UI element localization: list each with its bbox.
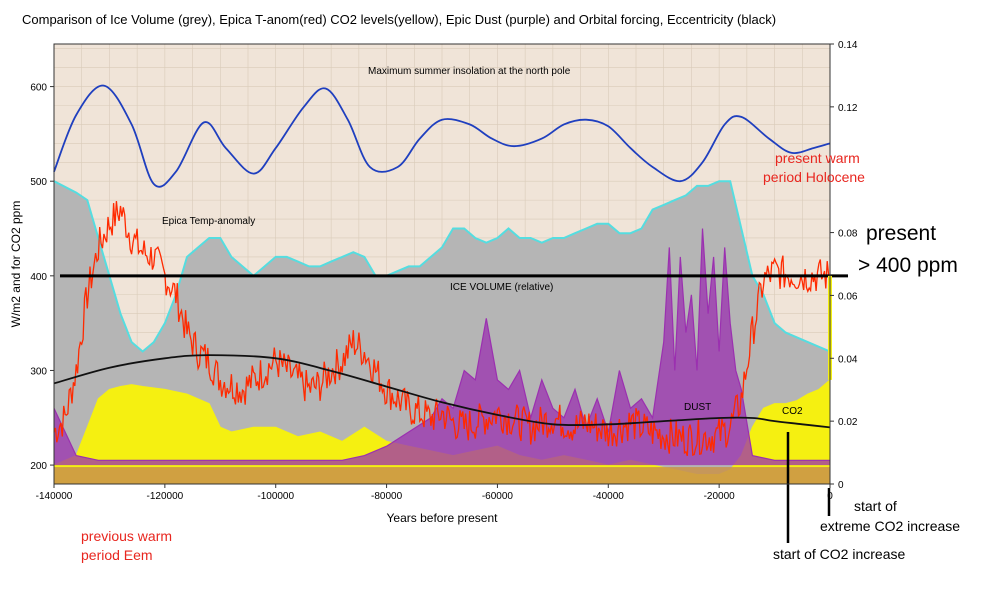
label-start-extreme-line2: extreme CO2 increase — [820, 518, 960, 534]
y2-tick-label: 0.04 — [838, 354, 858, 365]
annotation-co2: CO2 — [782, 406, 803, 417]
y2-tick-label: 0.12 — [838, 103, 858, 114]
label-present-warm-line1: present warm — [775, 150, 860, 166]
y-tick-label: 300 — [30, 366, 47, 377]
epica-temp-line — [53, 201, 831, 457]
y2-tick-label: 0.06 — [838, 291, 858, 302]
label-previous-warm-line2: period Eem — [81, 547, 153, 563]
label-present-warm-line2: period Holocene — [763, 169, 865, 185]
label-previous-warm-line1: previous warm — [81, 528, 172, 544]
x-tick-label: -20000 — [704, 491, 736, 502]
annotation-epica-temp: Epica Temp-anomaly — [162, 216, 255, 227]
label-start-co2: start of CO2 increase — [773, 546, 905, 562]
eccentricity-line — [53, 354, 831, 429]
base-fill-top — [54, 467, 830, 484]
y-tick-label: 200 — [30, 461, 47, 472]
x-tick-label: -60000 — [482, 491, 514, 502]
x-tick-label: -100000 — [257, 491, 294, 502]
x-tick-label: 0 — [827, 491, 833, 502]
x-tick-label: -120000 — [147, 491, 184, 502]
annotation-ice-volume: ICE VOLUME (relative) — [450, 282, 553, 293]
y-tick-label: 500 — [30, 177, 47, 188]
ice-volume-edge — [53, 180, 831, 353]
y-tick-label: 400 — [30, 272, 47, 283]
x-tick-label: -40000 — [593, 491, 625, 502]
label-present-line1: present — [866, 222, 936, 245]
y-tick-label: 600 — [30, 83, 47, 94]
x-axis-label: Years before present — [387, 511, 499, 525]
insolation-line — [53, 84, 831, 188]
x-tick-label: -140000 — [36, 491, 73, 502]
y2-tick-label: 0.08 — [838, 229, 858, 240]
x-tick-label: -80000 — [371, 491, 403, 502]
y2-tick-label: 0.14 — [838, 40, 858, 51]
y-axis-label: W/m2 and for CO2 ppm — [9, 201, 23, 328]
y2-tick-label: 0 — [838, 480, 844, 491]
label-start-extreme-line1: start of — [854, 498, 897, 514]
y2-tick-label: 0.02 — [838, 417, 858, 428]
plot-frame — [53, 43, 831, 485]
chart-title: Comparison of Ice Volume (grey), Epica T… — [22, 12, 776, 27]
annotation-dust: DUST — [684, 402, 711, 413]
dust-area — [54, 228, 830, 466]
label-present-line2: > 400 ppm — [858, 254, 958, 277]
annotation-insolation: Maximum summer insolation at the north p… — [368, 66, 571, 77]
